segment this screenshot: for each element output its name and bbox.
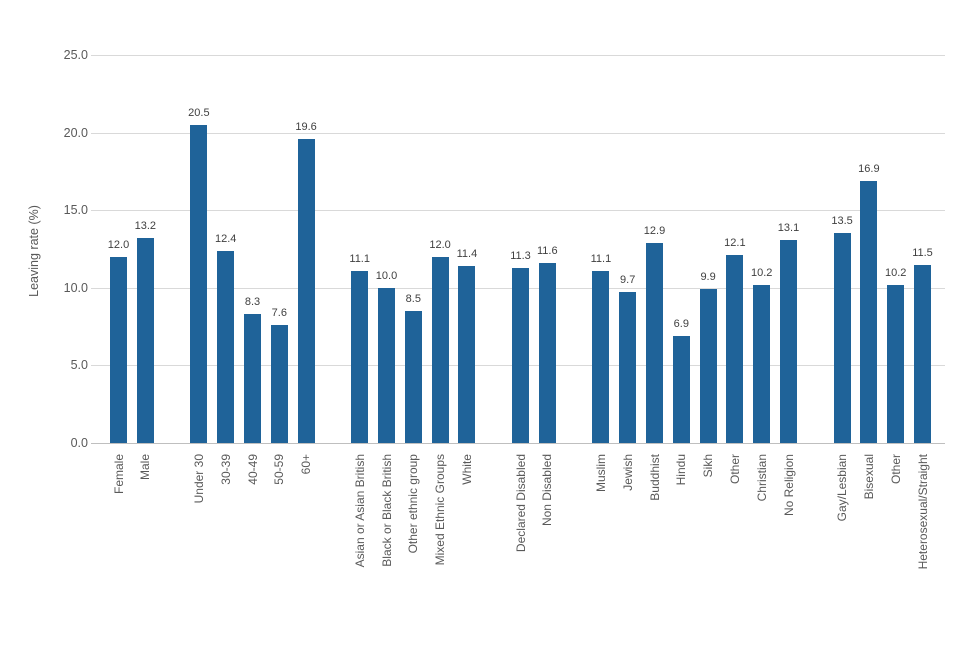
bar-30-39 [217,250,235,443]
bar-under-30 [190,124,208,443]
bar-christian [753,284,771,443]
bar-value-label: 13.1 [777,221,800,234]
bar-value-label: 10.2 [750,266,773,279]
bar-other [726,255,744,443]
x-tick-label: 30-39 [218,454,233,485]
gridline [91,132,945,134]
bar-sikh [699,289,717,443]
bar-value-label: 12.4 [214,232,237,245]
bar-value-label: 13.5 [831,215,853,228]
x-tick-label: Other ethnic group [406,454,421,554]
bar-value-label: 10.2 [884,266,907,279]
y-tick-label: 5.0 [70,358,88,373]
bar-value-label: 12.1 [724,237,746,250]
bar-heterosexual-straight [914,264,931,443]
bar-non-disabled [538,262,556,443]
x-tick-label: Male [138,454,153,481]
x-tick-label: Other [727,454,742,485]
bar-value-label: 11.5 [912,246,933,259]
x-tick-label: Non Disabled [540,454,555,527]
x-tick-label: Jewish [620,454,635,491]
x-tick-label: Buddhist [647,454,662,501]
x-tick-label: Black or Black British [379,454,394,567]
bar-value-label: 11.1 [349,252,370,265]
x-tick-label: Bisexual [861,454,876,500]
x-tick-label: Muslim [593,454,608,492]
x-tick-label: Declared Disabled [513,454,528,553]
bar-value-label: 13.2 [134,220,156,233]
bar-buddhist [646,242,663,443]
y-tick-label: 20.0 [63,125,88,140]
bar-black-or-black-british [378,287,395,443]
bar-gay-lesbian [833,233,851,443]
bar-value-label: 11.4 [456,248,478,261]
bar-value-label: 19.6 [295,120,317,133]
bar-male [136,238,154,443]
x-tick-label: Heterosexual/Straight [915,454,930,570]
bar-value-label: 9.9 [700,271,716,284]
bar-40-49 [244,314,261,443]
bar-muslim [592,270,610,443]
x-tick-label: 50-59 [272,454,287,485]
bar-other-ethnic-group [404,311,422,443]
bar-bisexual [860,180,878,443]
bar-female [110,256,127,443]
bar-50-59 [270,325,288,443]
x-tick-label: Asian or Asian British [352,454,367,568]
bar-value-label: 16.9 [858,162,880,175]
bar-value-label: 12.0 [429,238,451,251]
bar-value-label: 11.6 [537,244,558,257]
bar-value-label: 8.3 [244,296,261,309]
gridline [91,210,945,212]
bar-value-label: 12.0 [107,238,130,251]
bar-declared-disabled [512,267,529,443]
gridline [91,55,945,56]
x-tick-label: Hindu [674,454,689,486]
bar-value-label: 12.9 [643,224,666,237]
y-tick-label: 25.0 [63,48,88,62]
x-tick-label: Mixed Ethnic Groups [433,454,448,566]
x-tick-label: Under 30 [191,454,206,504]
x-tick-label: Other [888,454,903,485]
bar-mixed-ethnic-groups [431,256,449,443]
bar-white [458,266,476,443]
y-tick-label: 15.0 [63,203,88,218]
x-tick-label: Gay/Lesbian [835,454,850,522]
bar-value-label: 8.5 [405,293,421,306]
bar-value-label: 11.3 [510,249,531,262]
x-tick-label: 60+ [299,454,314,475]
bar-chart: Leaving rate (%) 0.0 5.0 10.0 15.0 20.0 25.0 1… [27,48,945,570]
bar-other [887,284,905,443]
bar-value-label: 20.5 [188,106,210,119]
bar-value-label: 7.6 [271,307,287,320]
bar-hindu [672,335,690,443]
x-tick-label: 40-49 [245,454,260,485]
x-tick-label: Sikh [701,454,716,478]
x-tick-label: Female [111,454,126,495]
bar-value-label: 6.9 [673,317,689,330]
bar-value-label: 10.0 [375,269,398,282]
x-tick-label: No Religion [781,454,796,517]
x-tick-label: Christian [754,454,769,502]
bar-jewish [619,292,637,443]
bar-asian-or-asian-british [351,270,369,443]
x-tick-label: White [459,454,474,485]
y-axis-title: Leaving rate (%) [27,205,41,297]
y-tick-label: 0.0 [70,436,88,450]
bar-value-label: 9.7 [620,274,636,287]
bar-value-label: 11.1 [590,252,612,265]
bar-60 [297,138,315,443]
y-tick-label: 10.0 [63,280,88,295]
x-axis-line [91,443,945,444]
bar-no-religion [780,239,797,443]
